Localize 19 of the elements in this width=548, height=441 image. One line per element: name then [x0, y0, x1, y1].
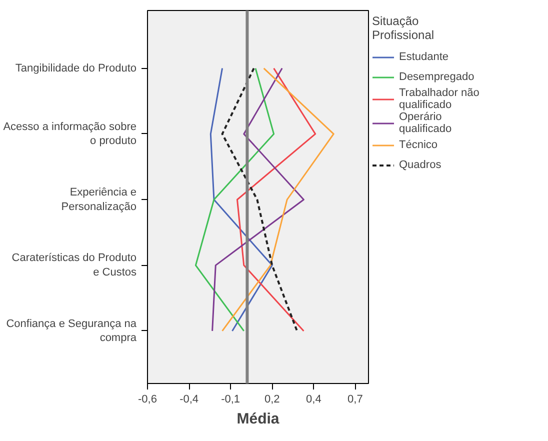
legend-label: Desempregado: [399, 70, 474, 84]
legend-label: Quadros: [399, 158, 442, 172]
x-tick-label: -0,6: [138, 394, 157, 406]
x-tick-label: 0,7: [348, 394, 363, 406]
y-tick-label: Experiência e Personalização: [61, 186, 137, 213]
legend-label: Operário qualificado: [399, 111, 452, 135]
x-tick-label: 0,2: [264, 394, 280, 406]
y-tick-label: Tangibilidade do Produto: [15, 62, 136, 74]
x-tick-label: -0,1: [221, 394, 240, 406]
legend-label: Estudante: [399, 50, 449, 64]
y-tick-label: Caraterísticas do Produto e Custos: [12, 252, 137, 278]
legend-label: Trabalhador não qualificado: [399, 87, 480, 111]
x-tick-label: 0,4: [306, 394, 322, 406]
x-tick-label: -0,4: [180, 394, 199, 406]
x-axis-title: Média: [236, 410, 280, 428]
legend-label: Técnico: [399, 138, 438, 152]
y-tick-label: Acesso a informação sobre o produto: [3, 120, 137, 148]
legend-title: Situação Profissional: [372, 14, 436, 42]
y-tick-label: Confiança e Segurança na compra: [6, 318, 138, 344]
